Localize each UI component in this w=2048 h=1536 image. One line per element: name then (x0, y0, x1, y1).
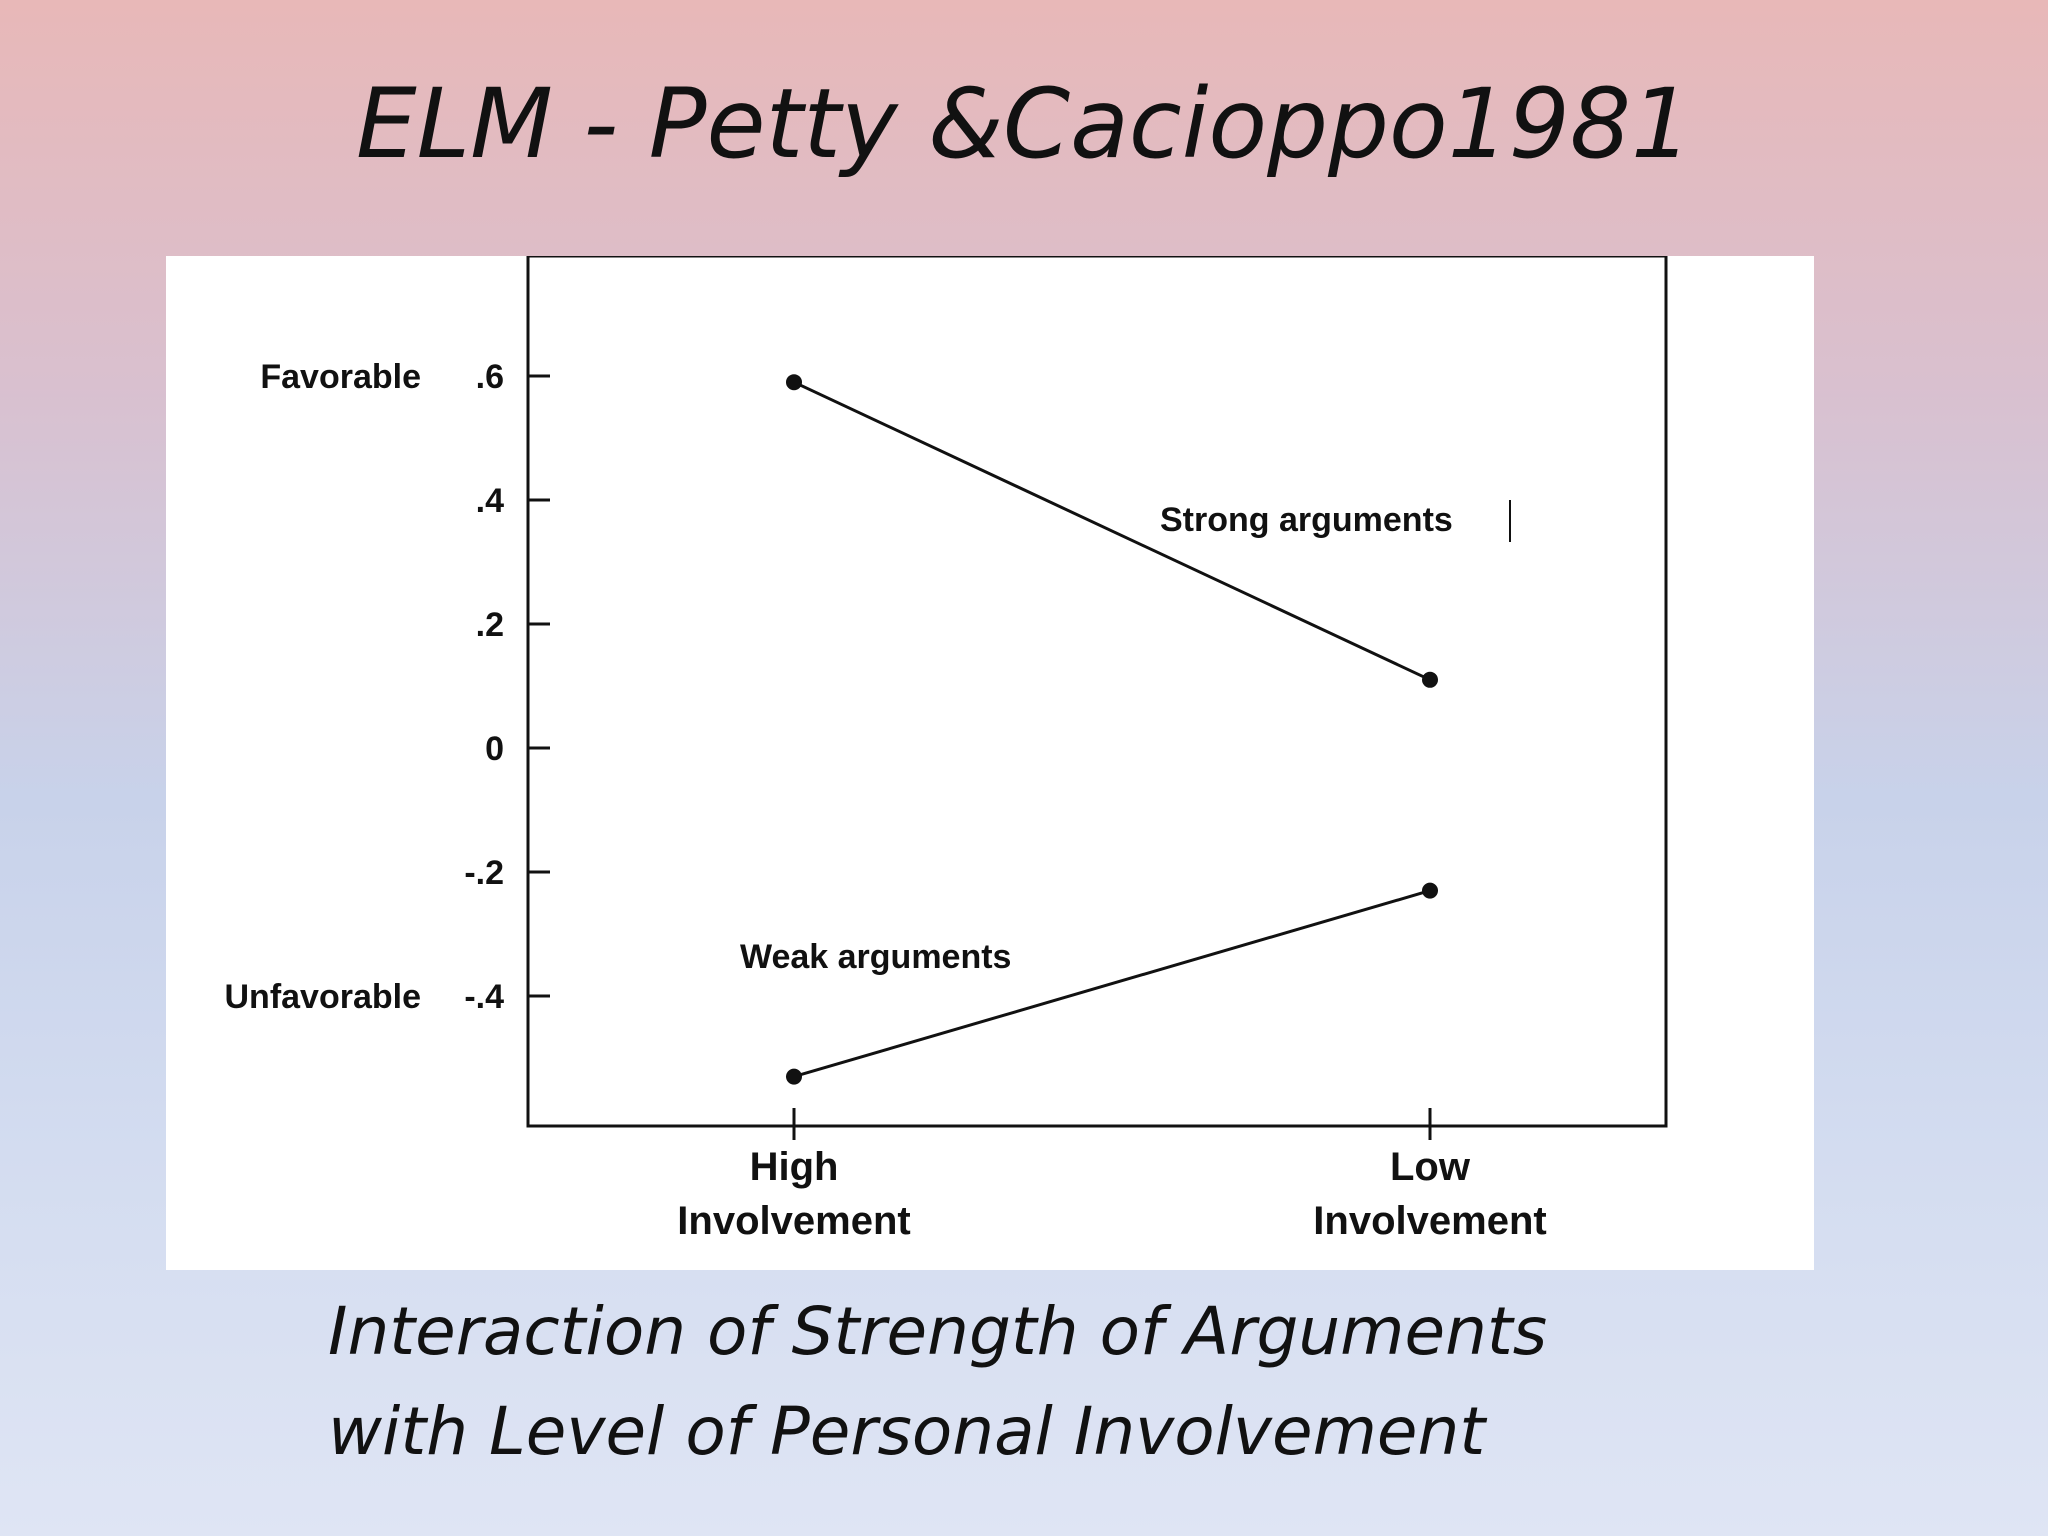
series-layer (786, 374, 1438, 1085)
series-label-strong: Strong arguments (1160, 501, 1453, 539)
y-tick-label: -.4 (464, 978, 504, 1016)
slide-caption: Interaction of Strength of Arguments wit… (328, 1282, 1828, 1482)
y-side-label: Unfavorable (225, 978, 422, 1016)
y-axis: .6 .4 .2 0 -.2 -.4 Favorable Unfavorable (225, 358, 550, 1016)
y-tick-label: .6 (476, 358, 504, 396)
data-point (1422, 671, 1438, 688)
y-side-label: Favorable (260, 358, 421, 396)
slide-title: ELM - Petty &Cacioppo1981 (355, 68, 1693, 180)
chart-panel: .6 .4 .2 0 -.2 -.4 Favorable Unfavorable High In… (166, 256, 1814, 1270)
caption-line-2: with Level of Personal Involvement (328, 1393, 1486, 1470)
y-tick-label: .2 (476, 606, 504, 644)
x-category-label: High (750, 1145, 839, 1189)
data-point (1422, 882, 1438, 899)
x-category-label: Involvement (677, 1199, 910, 1243)
x-axis: High Involvement Low Involvement (677, 1108, 1547, 1243)
series-line-1 (793, 889, 1431, 1079)
plot-frame (526, 256, 1668, 1128)
y-tick-label: .4 (476, 482, 504, 520)
x-category-label: Low (1390, 1145, 1471, 1189)
series-line-0 (793, 380, 1431, 682)
line-chart: .6 .4 .2 0 -.2 -.4 Favorable Unfavorable High In… (225, 256, 1668, 1243)
data-point (786, 374, 802, 391)
data-point (786, 1068, 802, 1085)
y-tick-label: 0 (485, 730, 504, 768)
y-tick-label: -.2 (464, 854, 504, 892)
caption-line-1: Interaction of Strength of Arguments (328, 1293, 1548, 1370)
x-category-label: Involvement (1313, 1199, 1546, 1243)
series-label-weak: Weak arguments (740, 938, 1011, 976)
